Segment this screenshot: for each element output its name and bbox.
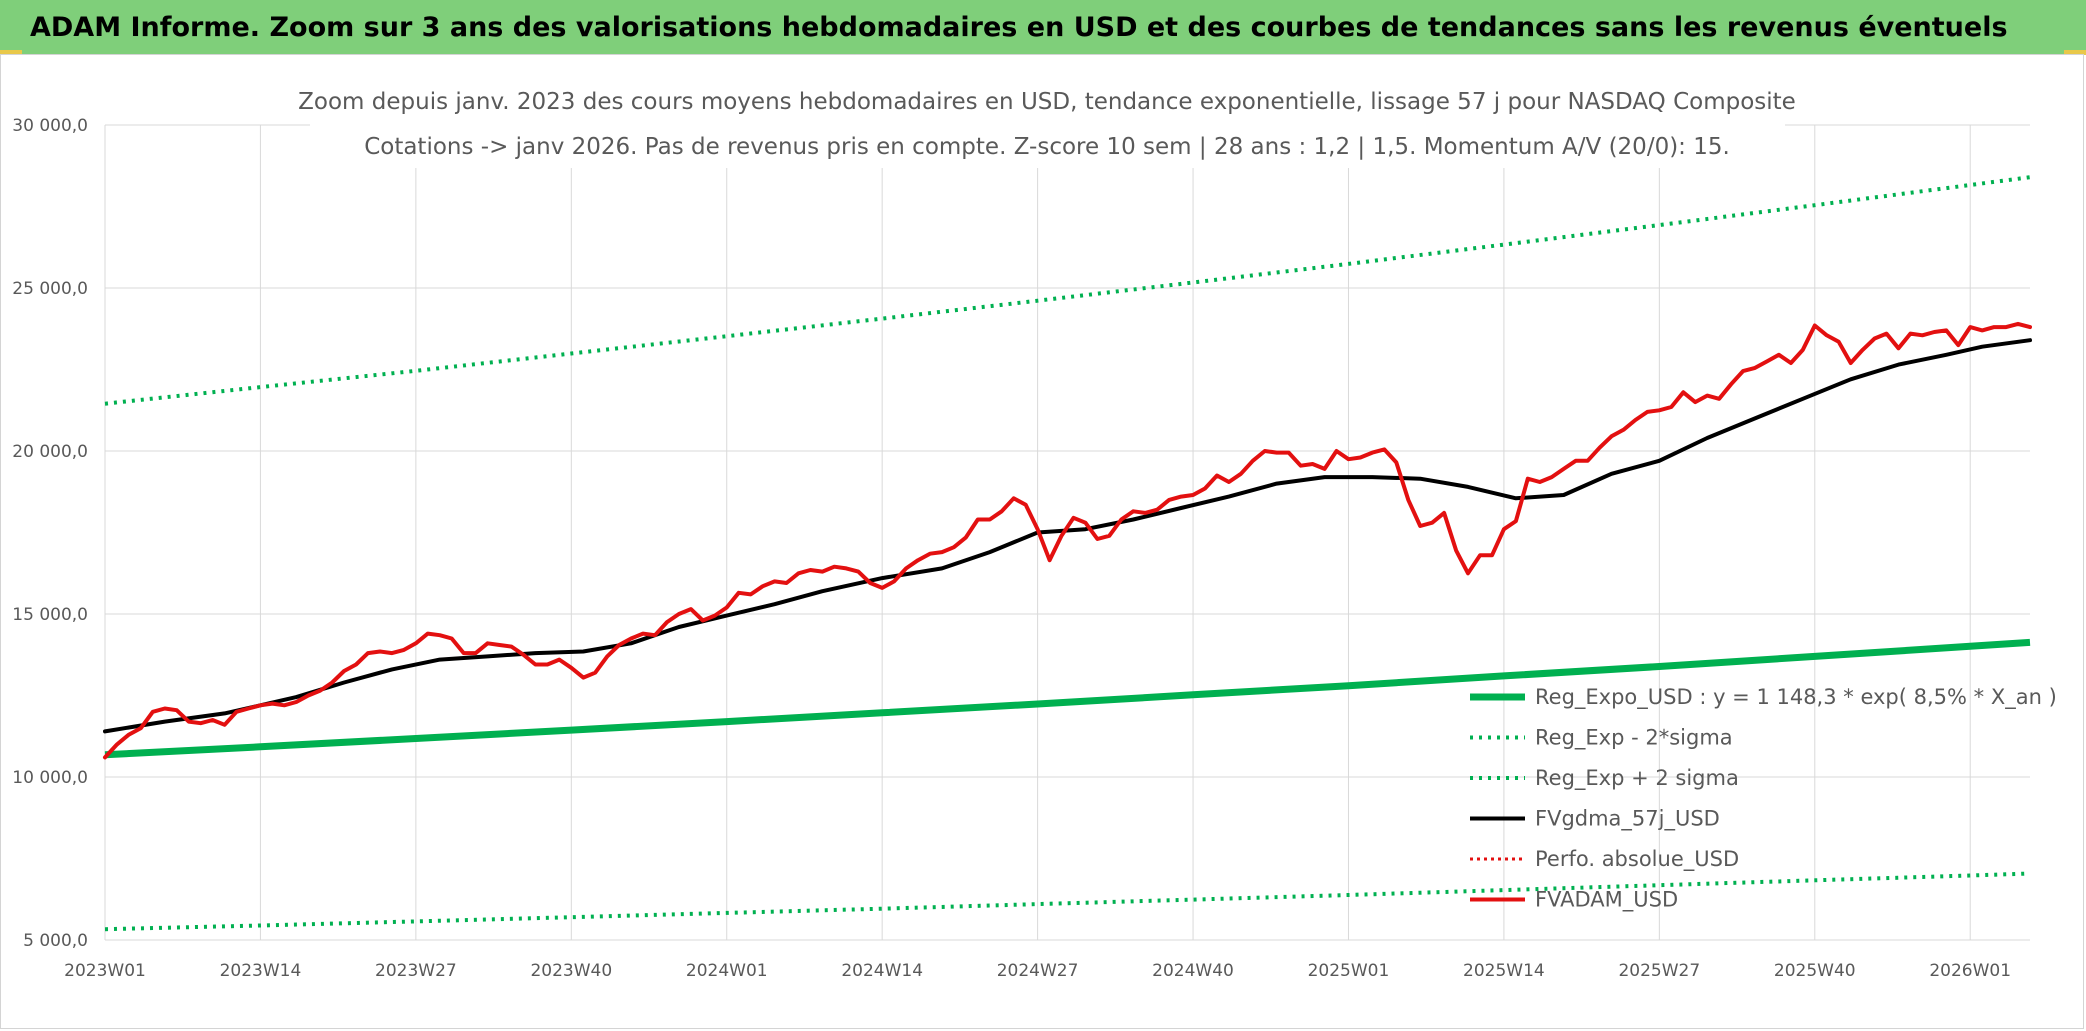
x-tick-label: 2024W27 — [997, 961, 1079, 981]
title-background — [310, 80, 1785, 168]
x-tick-label: 2025W27 — [1618, 961, 1700, 981]
x-tick-label: 2025W40 — [1774, 961, 1856, 981]
report-title: ADAM Informe. Zoom sur 3 ans des valoris… — [30, 12, 2008, 43]
y-tick-label: 15 000,0 — [12, 605, 88, 625]
series-line-3 — [103, 338, 2032, 734]
series-line-1 — [104, 871, 2031, 932]
x-tick-label: 2025W14 — [1463, 961, 1545, 981]
x-tick-label: 2026W01 — [1929, 961, 2011, 981]
header-corner-left — [0, 50, 22, 55]
x-tick-label: 2024W40 — [1152, 961, 1234, 981]
x-tick-label: 2024W01 — [686, 961, 768, 981]
x-tick-label: 2023W27 — [375, 961, 457, 981]
chart-grid — [104, 124, 2030, 941]
series-line-5 — [103, 321, 2032, 760]
legend-label: FVgdma_57j_USD — [1535, 807, 1720, 832]
x-tick-label: 2023W40 — [530, 961, 612, 981]
y-tick-label: 25 000,0 — [12, 279, 88, 299]
y-tick-label: 20 000,0 — [12, 442, 88, 462]
x-tick-label: 2023W14 — [220, 961, 302, 981]
report-header: ADAM Informe. Zoom sur 3 ans des valoris… — [0, 0, 2086, 54]
y-tick-label: 10 000,0 — [12, 768, 88, 788]
legend-label: Reg_Exp + 2 sigma — [1535, 766, 1739, 791]
series-line-0 — [104, 638, 2031, 759]
y-tick-label: 5 000,0 — [23, 931, 88, 951]
x-tick-label: 2023W01 — [64, 961, 146, 981]
legend-label: FVADAM_USD — [1535, 888, 1678, 913]
x-tick-label: 2024W14 — [841, 961, 923, 981]
y-axis-ticks: 5 000,0 10 000,0 15 000,0 20 000,0 25 000,0 3… — [12, 116, 88, 951]
y-tick-label: 30 000,0 — [12, 116, 88, 136]
legend-label: Reg_Exp - 2*sigma — [1535, 726, 1733, 751]
chart-subtitle: Cotations -> janv 2026. Pas de revenus p… — [364, 134, 1730, 160]
chart-title: Zoom depuis janv. 2023 des cours moyens … — [298, 89, 1796, 115]
series-line-2 — [104, 175, 2031, 406]
x-tick-label: 2025W01 — [1308, 961, 1390, 981]
chart-series — [103, 175, 2032, 932]
chart-legend: Reg_Expo_USD : y = 1 148,3 * exp( 8,5% *… — [1470, 685, 2057, 913]
legend-label: Perfo. absolue_USD — [1535, 847, 1739, 872]
header-corner-right — [2064, 50, 2086, 55]
chart-frame — [0, 54, 2084, 1029]
legend-label: Reg_Expo_USD : y = 1 148,3 * exp( 8,5% *… — [1535, 685, 2057, 710]
x-axis-ticks: 2023W01 2023W14 2023W27 2023W40 2024W01 2024W… — [64, 961, 2011, 981]
